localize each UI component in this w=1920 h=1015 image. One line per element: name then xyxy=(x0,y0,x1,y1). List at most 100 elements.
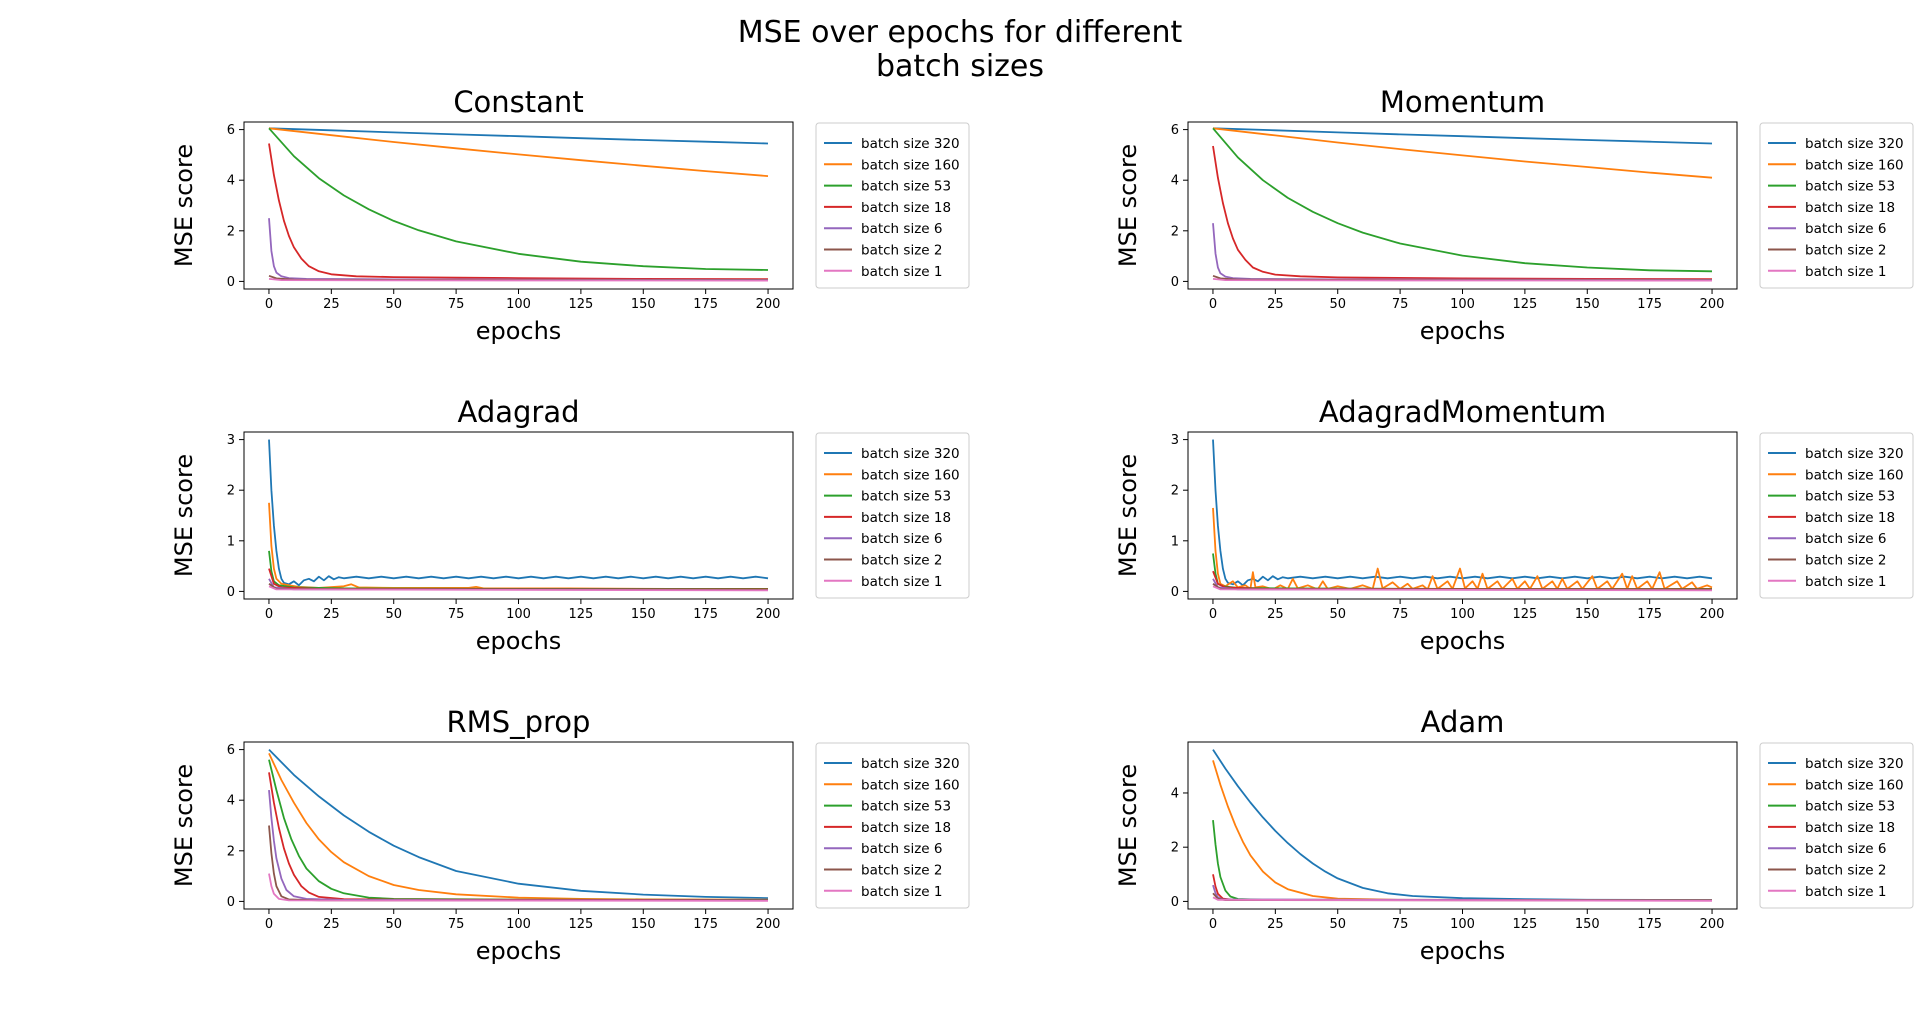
x-tick-label: 0 xyxy=(1209,917,1217,932)
series-line-batch-size-1 xyxy=(1212,585,1713,592)
y-tick-label: 6 xyxy=(227,123,235,138)
y-tick-label: 3 xyxy=(1171,433,1179,448)
legend-label: batch size 6 xyxy=(1805,841,1886,857)
legend-label: batch size 6 xyxy=(861,221,942,237)
x-tick-label: 175 xyxy=(693,917,718,932)
x-tick-label: 0 xyxy=(1209,297,1217,312)
legend: batch size 320 batch size 160 batch size 5… xyxy=(815,122,970,289)
x-tick-label: 100 xyxy=(506,297,531,312)
y-tick-label: 0 xyxy=(227,275,235,290)
legend-label: batch size 1 xyxy=(861,264,942,280)
legend-label: batch size 160 xyxy=(861,157,960,173)
x-tick-label: 0 xyxy=(1209,607,1217,622)
y-tick-label: 0 xyxy=(1171,585,1179,600)
x-tick-label: 150 xyxy=(631,607,656,622)
y-axis-label: MSE score xyxy=(170,764,198,887)
series-line-batch-size-320 xyxy=(268,439,769,587)
series-line-batch-size-320 xyxy=(1212,439,1713,587)
legend: batch size 320 batch size 160 batch size 5… xyxy=(1759,742,1914,909)
series-line-batch-size-53 xyxy=(268,550,768,590)
x-axis-label: epochs xyxy=(1420,627,1506,655)
legend-label: batch size 18 xyxy=(1805,510,1895,526)
legend: batch size 320 batch size 160 batch size 5… xyxy=(815,742,970,909)
y-tick-label: 2 xyxy=(1171,841,1179,856)
x-tick-label: 50 xyxy=(385,607,402,622)
subplot-title: RMS_prop xyxy=(447,705,591,739)
series-line-batch-size-1 xyxy=(268,278,769,282)
legend-label: batch size 1 xyxy=(861,574,942,590)
series-line-batch-size-53 xyxy=(1212,127,1713,273)
figure-title-line-2: batch sizes xyxy=(876,49,1044,84)
x-axis-label: epochs xyxy=(476,937,562,965)
x-tick-label: 175 xyxy=(693,297,718,312)
x-tick-label: 100 xyxy=(506,917,531,932)
series-line-batch-size-160 xyxy=(268,502,768,590)
x-tick-label: 100 xyxy=(1450,607,1475,622)
y-tick-label: 6 xyxy=(227,743,235,758)
y-axis-label: MSE score xyxy=(1114,764,1142,887)
x-tick-label: 25 xyxy=(1267,917,1284,932)
series-line-batch-size-160 xyxy=(268,753,769,901)
series-line-batch-size-18 xyxy=(268,772,769,901)
legend-label: batch size 320 xyxy=(861,136,960,152)
legend-label: batch size 18 xyxy=(861,510,951,526)
series-line-batch-size-160 xyxy=(268,127,769,177)
x-axis-label: epochs xyxy=(476,317,562,345)
legend-label: batch size 6 xyxy=(861,841,942,857)
y-axis-label: MSE score xyxy=(170,454,198,577)
x-tick-label: 100 xyxy=(506,607,531,622)
subplot-adam: Adam 0 25 50 75 100 125 150 175 200 0 2 4 epochs MSE s… xyxy=(1114,705,1914,965)
x-tick-label: 200 xyxy=(1700,917,1725,932)
legend-label: batch size 320 xyxy=(1805,756,1904,772)
x-tick-label: 75 xyxy=(448,297,465,312)
x-tick-label: 200 xyxy=(756,917,781,932)
x-tick-label: 125 xyxy=(1512,297,1537,312)
legend-label: batch size 320 xyxy=(861,446,960,462)
axes-frame xyxy=(1187,121,1738,290)
legend-frame xyxy=(815,432,970,599)
legend-label: batch size 6 xyxy=(1805,221,1886,237)
x-tick-label: 150 xyxy=(631,917,656,932)
y-tick-label: 1 xyxy=(1171,534,1179,549)
x-tick-label: 200 xyxy=(756,297,781,312)
x-tick-label: 75 xyxy=(1392,917,1409,932)
series-line-batch-size-53 xyxy=(1212,553,1712,590)
legend-label: batch size 2 xyxy=(861,243,942,259)
legend-label: batch size 320 xyxy=(861,756,960,772)
legend-label: batch size 1 xyxy=(1805,574,1886,590)
legend-label: batch size 18 xyxy=(861,820,951,836)
x-tick-label: 175 xyxy=(693,607,718,622)
legend-label: batch size 53 xyxy=(861,179,951,195)
legend-label: batch size 160 xyxy=(1805,157,1904,173)
series-line-batch-size-53 xyxy=(268,759,769,901)
subplot-adagrad: Adagrad 0 25 50 75 100 125 150 175 200 0 1 2 3 epochs M… xyxy=(170,395,970,655)
x-tick-label: 125 xyxy=(568,917,593,932)
x-axis-label: epochs xyxy=(476,627,562,655)
legend-label: batch size 1 xyxy=(1805,264,1886,280)
legend-frame xyxy=(815,742,970,909)
legend-label: batch size 53 xyxy=(1805,179,1895,195)
subplot-rms-prop: RMS_prop 0 25 50 75 100 125 150 175 200 0 2 4 6 epochs… xyxy=(170,705,970,965)
x-tick-label: 75 xyxy=(448,917,465,932)
legend-label: batch size 18 xyxy=(1805,820,1895,836)
y-tick-label: 0 xyxy=(227,895,235,910)
x-tick-label: 100 xyxy=(1450,917,1475,932)
series-line-batch-size-6 xyxy=(268,218,769,281)
legend-label: batch size 6 xyxy=(1805,531,1886,547)
legend: batch size 320 batch size 160 batch size 5… xyxy=(1759,432,1914,599)
x-tick-label: 125 xyxy=(1512,917,1537,932)
legend-label: batch size 2 xyxy=(1805,243,1886,259)
legend-label: batch size 53 xyxy=(1805,799,1895,815)
x-tick-label: 75 xyxy=(1392,607,1409,622)
legend-label: batch size 6 xyxy=(861,531,942,547)
series-line-batch-size-160 xyxy=(1212,127,1713,179)
y-tick-label: 4 xyxy=(1171,174,1179,189)
legend-label: batch size 1 xyxy=(861,884,942,900)
x-tick-label: 175 xyxy=(1637,917,1662,932)
x-tick-label: 25 xyxy=(323,297,340,312)
legend-label: batch size 53 xyxy=(1805,489,1895,505)
axes-frame xyxy=(243,121,794,290)
series-group xyxy=(268,439,769,592)
